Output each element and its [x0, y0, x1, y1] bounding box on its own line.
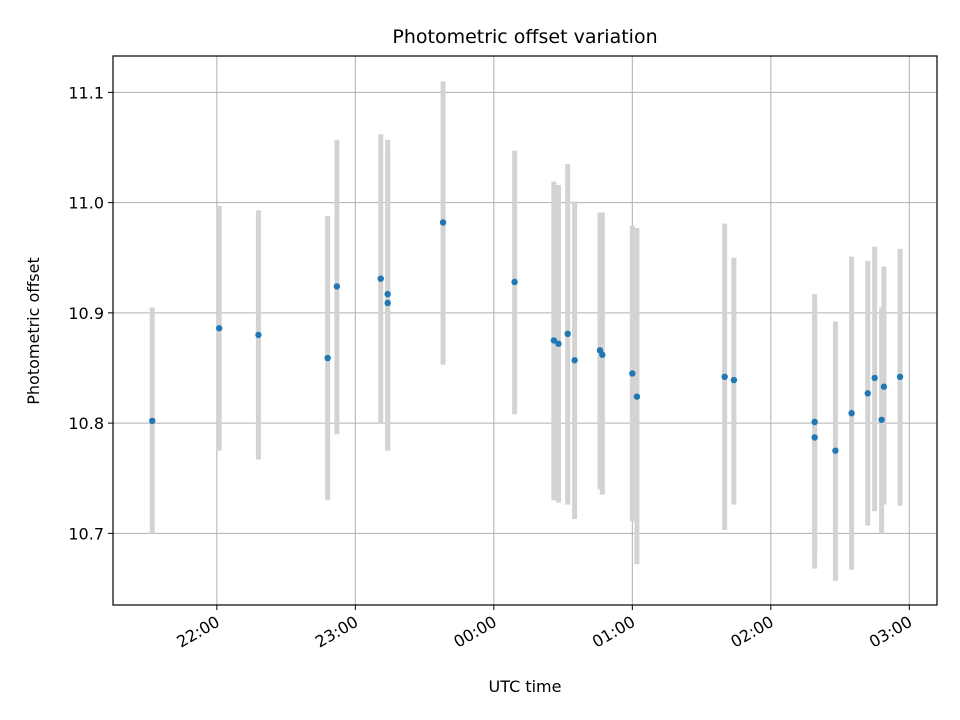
- data-point: [721, 373, 728, 381]
- data-point: [384, 299, 391, 307]
- chart-title: Photometric offset variation: [392, 26, 657, 48]
- data-point: [730, 376, 738, 384]
- data-point: [864, 390, 871, 397]
- y-tick-label: 10.9: [68, 304, 104, 323]
- data-point: [571, 357, 578, 364]
- data-point: [511, 278, 518, 286]
- data-point: [384, 290, 391, 298]
- data-point: [629, 370, 636, 377]
- y-tick-label: 10.8: [68, 414, 104, 433]
- data-point: [880, 383, 888, 390]
- data-point: [633, 393, 641, 400]
- y-tick-label: 11.0: [68, 194, 104, 213]
- plot-frame: [112, 55, 938, 606]
- data-point: [439, 219, 447, 226]
- data-point: [149, 417, 156, 425]
- grid-lines: [113, 56, 937, 605]
- data-point: [555, 340, 562, 347]
- data-point: [377, 275, 384, 282]
- data-point: [215, 325, 223, 332]
- data-point: [878, 416, 885, 423]
- data-point: [811, 418, 818, 426]
- data-point: [564, 330, 571, 338]
- data-point: [848, 409, 855, 417]
- data-point: [811, 434, 818, 441]
- data-point: [896, 373, 904, 381]
- data-point: [333, 283, 341, 290]
- data-point: [255, 331, 262, 339]
- y-tick-label: 10.7: [68, 524, 104, 543]
- data-point: [550, 337, 558, 344]
- y-axis-ticks: 10.7 10.8 10.9 11.0 11.1: [68, 83, 113, 543]
- y-axis-label: Photometric offset: [24, 257, 43, 405]
- data-points: [149, 219, 904, 454]
- data-point: [324, 354, 331, 362]
- data-point: [871, 374, 878, 382]
- x-axis-label: UTC time: [489, 677, 562, 696]
- y-tick-label: 11.1: [68, 83, 104, 102]
- data-point: [599, 351, 606, 358]
- data-point: [832, 447, 839, 454]
